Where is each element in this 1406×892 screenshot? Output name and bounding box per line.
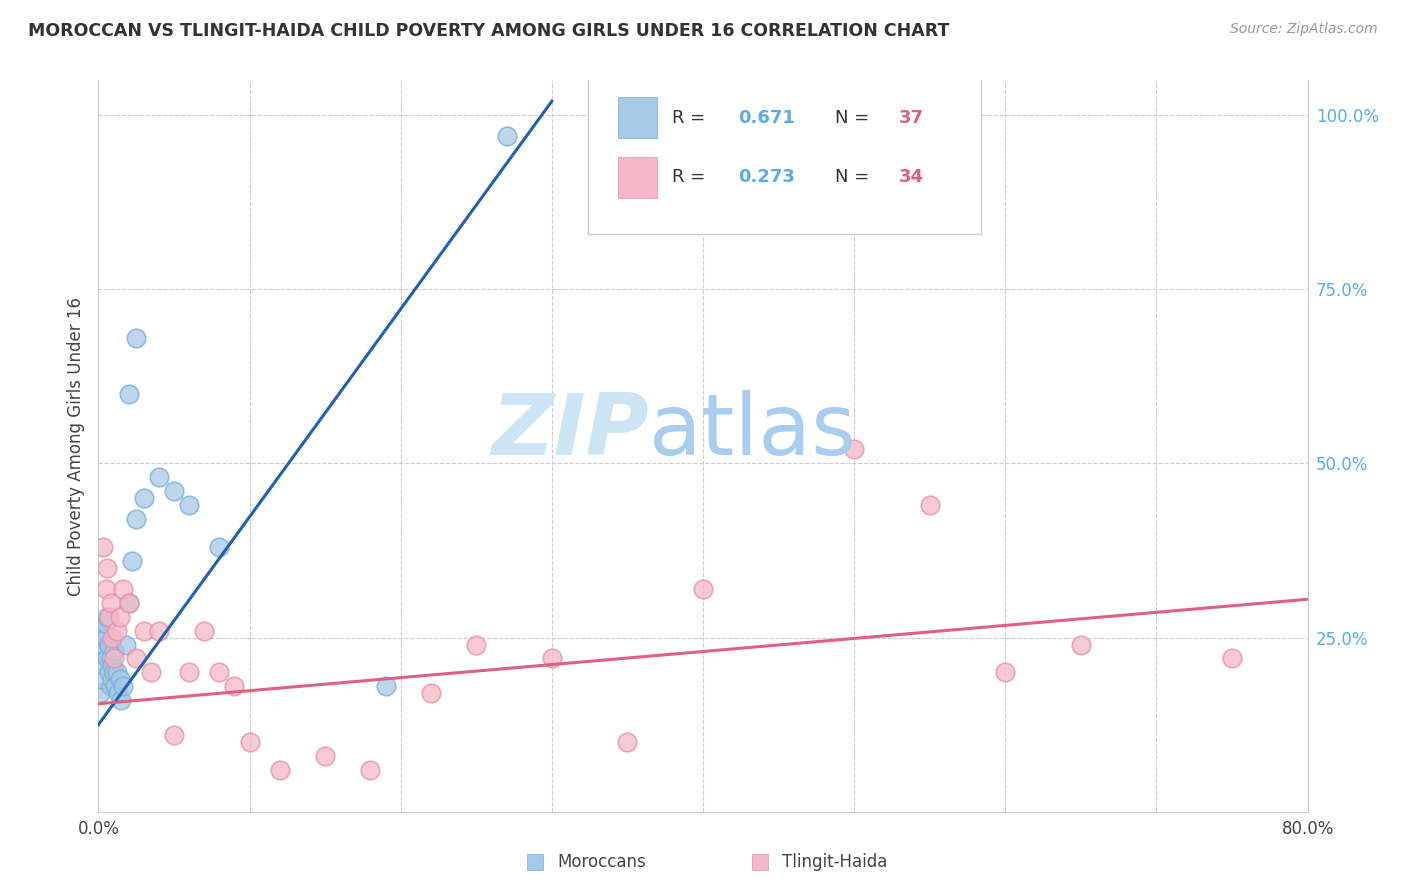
- Point: [94, 616, 117, 631]
- Point: [692, 582, 714, 596]
- Point: [103, 665, 125, 680]
- Point: [89, 686, 111, 700]
- Point: [100, 651, 122, 665]
- Y-axis label: Child Poverty Among Girls Under 16: Child Poverty Among Girls Under 16: [66, 296, 84, 596]
- Point: [121, 554, 143, 568]
- Point: [93, 624, 115, 638]
- Text: R =: R =: [672, 109, 710, 127]
- Point: [105, 665, 128, 680]
- Point: [94, 582, 117, 596]
- Point: [269, 763, 291, 777]
- Point: [420, 686, 443, 700]
- Text: N =: N =: [835, 109, 875, 127]
- Point: [91, 658, 114, 673]
- Point: [163, 728, 186, 742]
- Point: [844, 442, 866, 457]
- Point: [148, 624, 170, 638]
- Point: [94, 631, 117, 645]
- Point: [224, 679, 246, 693]
- Text: atlas: atlas: [648, 390, 856, 473]
- Text: ZIP: ZIP: [491, 390, 648, 473]
- Text: 0.273: 0.273: [738, 169, 794, 186]
- Text: Source: ZipAtlas.com: Source: ZipAtlas.com: [1230, 22, 1378, 37]
- Point: [125, 512, 148, 526]
- Text: 37: 37: [898, 109, 924, 127]
- Point: [101, 658, 124, 673]
- Point: [105, 624, 128, 638]
- Point: [374, 679, 396, 693]
- Point: [98, 665, 121, 680]
- Point: [114, 638, 136, 652]
- Point: [100, 679, 122, 693]
- Point: [107, 686, 129, 700]
- Point: [98, 609, 121, 624]
- FancyBboxPatch shape: [588, 77, 981, 234]
- Point: [495, 128, 517, 143]
- Point: [90, 673, 112, 687]
- Point: [208, 665, 231, 680]
- Text: Tlingit-Haida: Tlingit-Haida: [782, 853, 887, 871]
- Point: [163, 484, 186, 499]
- Point: [360, 763, 382, 777]
- Point: [101, 631, 124, 645]
- Point: [118, 386, 141, 401]
- Point: [125, 331, 148, 345]
- Point: [918, 498, 941, 512]
- Point: [103, 651, 125, 665]
- Point: [148, 470, 170, 484]
- Point: [239, 735, 262, 749]
- Point: [314, 749, 336, 764]
- FancyBboxPatch shape: [619, 97, 657, 137]
- Point: [96, 561, 118, 575]
- Point: [101, 673, 124, 687]
- Point: [465, 638, 488, 652]
- Point: [103, 644, 125, 658]
- Point: [994, 665, 1017, 680]
- Point: [91, 540, 114, 554]
- Point: [110, 693, 132, 707]
- Point: [96, 609, 118, 624]
- Point: [111, 679, 134, 693]
- Point: [98, 638, 121, 652]
- Point: [93, 638, 115, 652]
- Text: MOROCCAN VS TLINGIT-HAIDA CHILD POVERTY AMONG GIRLS UNDER 16 CORRELATION CHART: MOROCCAN VS TLINGIT-HAIDA CHILD POVERTY …: [28, 22, 949, 40]
- FancyBboxPatch shape: [619, 157, 657, 198]
- Point: [108, 673, 131, 687]
- Text: N =: N =: [835, 169, 875, 186]
- Point: [540, 651, 562, 665]
- Point: [125, 651, 148, 665]
- Text: Moroccans: Moroccans: [557, 853, 647, 871]
- Point: [91, 644, 114, 658]
- Point: [111, 582, 134, 596]
- Text: 0.671: 0.671: [738, 109, 794, 127]
- Point: [1070, 638, 1092, 652]
- Text: R =: R =: [672, 169, 710, 186]
- Text: 34: 34: [898, 169, 924, 186]
- Point: [208, 540, 231, 554]
- Point: [1220, 651, 1243, 665]
- Point: [132, 491, 155, 506]
- Point: [118, 596, 141, 610]
- Point: [132, 624, 155, 638]
- Point: [616, 735, 638, 749]
- Point: [141, 665, 163, 680]
- Point: [108, 609, 131, 624]
- Point: [104, 679, 127, 693]
- Point: [179, 665, 201, 680]
- Point: [193, 624, 215, 638]
- Point: [118, 596, 141, 610]
- Point: [179, 498, 201, 512]
- Point: [96, 651, 118, 665]
- Point: [100, 596, 122, 610]
